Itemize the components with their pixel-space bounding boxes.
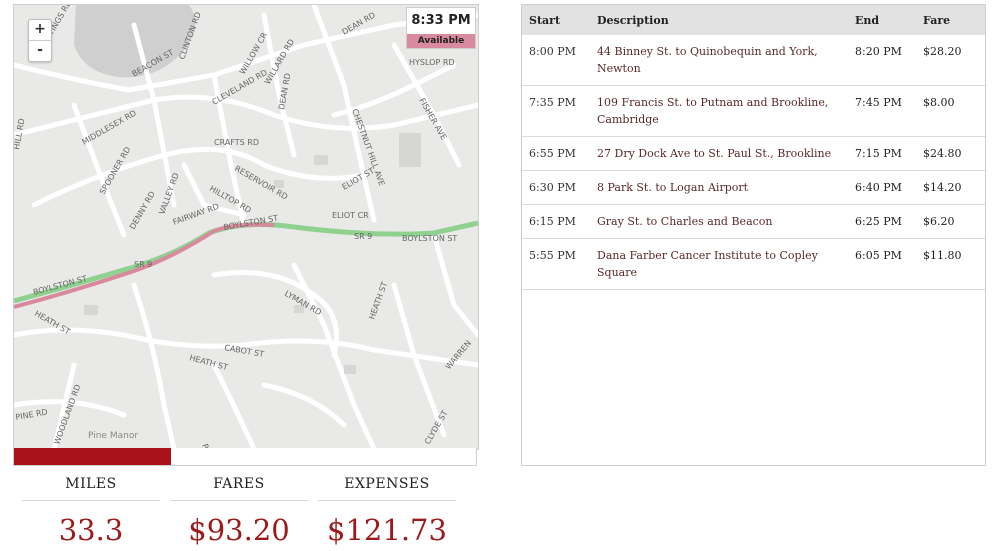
trip-start: 8:00 PM [522,35,590,86]
zoom-in-button[interactable]: + [34,21,46,37]
table-header-row: Start Description End Fare [522,5,985,35]
buildings [84,133,421,374]
svg-text:VALLEY RD: VALLEY RD [157,172,180,216]
street-labels: HASTINGS RD CLINTON RD BEACON ST CLEVELA… [14,5,473,449]
svg-text:SR 9: SR 9 [354,232,372,241]
zoom-out-button[interactable]: - [29,40,51,61]
trip-start: 6:15 PM [522,204,590,239]
table-row[interactable]: 6:15 PM Gray St. to Charles and Beacon 6… [522,204,985,239]
table-row[interactable]: 5:55 PM Dana Farber Cancer Institute to … [522,238,985,290]
trip-end: 6:40 PM [848,170,916,205]
map[interactable]: HASTINGS RD CLINTON RD BEACON ST CLEVELA… [13,4,479,450]
status-badge: Available [407,34,475,48]
svg-text:HEATH ST: HEATH ST [367,281,389,321]
svg-text:FAIRWAY RD: FAIRWAY RD [172,202,221,227]
trip-end: 7:45 PM [848,85,916,137]
column-header-description[interactable]: Description [590,5,848,35]
trip-start: 5:55 PM [522,238,590,290]
trip-end: 6:05 PM [848,238,916,290]
zoom-control: + - [28,19,52,62]
fares-label: FARES [170,476,308,501]
trip-fare: $6.20 [916,204,985,239]
table-row[interactable]: 6:55 PM 27 Dry Dock Ave to St. Paul St.,… [522,136,985,171]
column-header-start[interactable]: Start [522,5,590,35]
map-tiles: HASTINGS RD CLINTON RD BEACON ST CLEVELA… [14,5,478,449]
svg-text:DENNY RD: DENNY RD [128,190,157,231]
trip-description: 8 Park St. to Logan Airport [590,170,848,205]
trip-description: 27 Dry Dock Ave to St. Paul St., Brookli… [590,136,848,171]
trip-fare: $28.20 [916,35,985,86]
svg-text:DEAN RD: DEAN RD [277,72,292,110]
trip-description: Dana Farber Cancer Institute to Copley S… [590,238,848,290]
svg-text:SPOONER RD: SPOONER RD [98,145,132,196]
svg-text:PINE RD: PINE RD [15,407,49,422]
shift-progress-fill [14,448,172,465]
trip-start: 6:55 PM [522,136,590,171]
expenses-stat: EXPENSES $121.73 [318,476,456,547]
trip-start: 7:35 PM [522,85,590,137]
svg-text:HYSLOP RD: HYSLOP RD [409,58,455,67]
svg-text:BOYLSTON ST: BOYLSTON ST [223,213,279,231]
svg-text:BOYLSTON ST: BOYLSTON ST [402,234,457,243]
trip-fare: $24.80 [916,136,985,171]
fares-value: $93.20 [188,513,290,547]
shift-progress-bar [13,448,477,466]
svg-text:WARREN: WARREN [444,339,473,372]
trip-description: Gray St. to Charles and Beacon [590,204,848,239]
svg-text:HEATH ST: HEATH ST [188,353,228,372]
svg-text:CRAFTS RD: CRAFTS RD [214,138,259,147]
trips-table: Start Description End Fare 8:00 PM 44 Bi… [522,5,985,290]
trips-panel: Start Description End Fare 8:00 PM 44 Bi… [521,4,986,466]
column-header-fare[interactable]: Fare [916,5,985,35]
trip-end: 7:15 PM [848,136,916,171]
miles-label: MILES [22,476,160,501]
current-time: 8:33 PM [411,13,471,28]
table-row[interactable]: 6:30 PM 8 Park St. to Logan Airport 6:40… [522,170,985,205]
trip-fare: $14.20 [916,170,985,205]
table-row[interactable]: 8:00 PM 44 Binney St. to Quinobequin and… [522,35,985,86]
table-row[interactable]: 7:35 PM 109 Francis St. to Putnam and Br… [522,85,985,137]
trip-description: 109 Francis St. to Putnam and Brookline,… [590,85,848,137]
fares-stat: FARES $93.20 [170,476,308,547]
expenses-label: EXPENSES [318,476,456,501]
trip-fare: $8.00 [916,85,985,137]
trip-end: 6:25 PM [848,204,916,239]
reservoir-water [74,5,196,78]
miles-stat: MILES 33.3 [22,476,160,547]
expenses-value: $121.73 [327,513,447,547]
trip-end: 8:20 PM [848,35,916,86]
place-label: Pine Manor [88,431,139,441]
time-status-panel: 8:33 PM Available [406,7,476,49]
svg-text:SR 9: SR 9 [134,260,152,269]
miles-value: 33.3 [58,513,124,547]
trip-start: 6:30 PM [522,170,590,205]
trip-description: 44 Binney St. to Quinobequin and York, N… [590,35,848,86]
street-network [14,5,478,449]
svg-text:ELIOT CR: ELIOT CR [332,211,369,220]
route-red [14,222,275,309]
column-header-end[interactable]: End [848,5,916,35]
trip-fare: $11.80 [916,238,985,290]
